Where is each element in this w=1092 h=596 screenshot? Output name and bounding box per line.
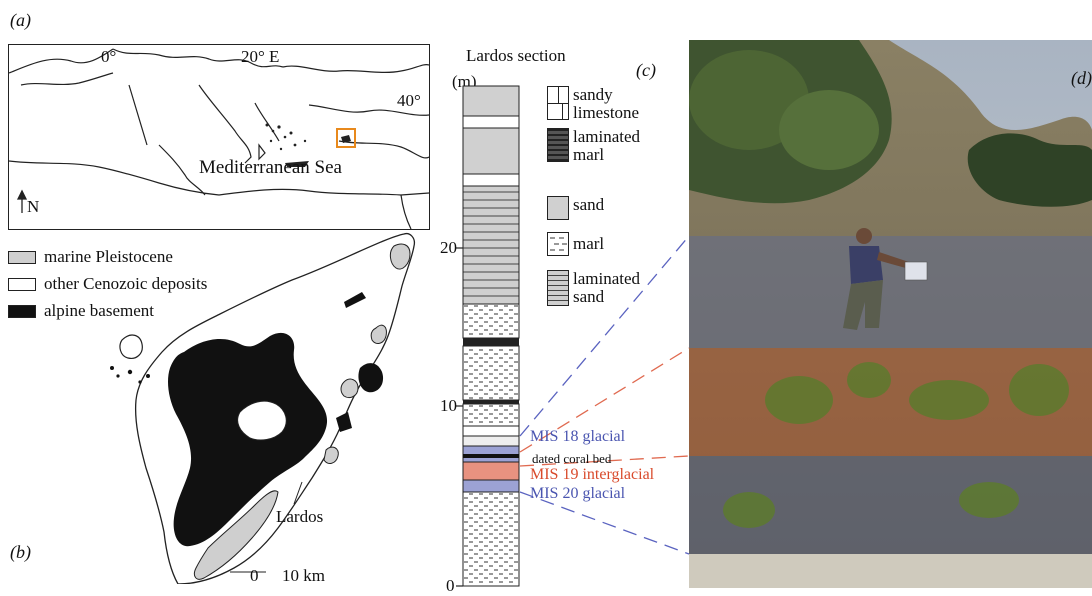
lithology-label: sandy: [573, 85, 613, 104]
column-body: [462, 85, 520, 587]
depth-tick-20: 20: [440, 238, 457, 257]
section-title: Lardos section: [466, 46, 566, 65]
lithology-label: sand: [573, 195, 605, 214]
lithology-swatch: [547, 196, 569, 220]
lithology-label: laminated: [573, 127, 641, 146]
lithology-swatch: [547, 232, 569, 256]
depth-tick-10: 10: [440, 396, 457, 415]
lithology-label: marl: [573, 145, 605, 164]
panel-label-b: (b): [10, 542, 31, 562]
mediterranean-coastline: [9, 48, 429, 229]
mis18-label: MIS 18 glacial: [530, 428, 626, 445]
lon-0-label: 0°: [101, 47, 117, 66]
scale-ten-km-label: 10 km: [282, 566, 325, 585]
lithology-laminated-marl: laminated marl: [547, 128, 640, 164]
lon-20-label: 20° E: [241, 47, 280, 66]
legend-item-marine-pleistocene: marine Pleistocene: [8, 247, 173, 267]
north-label: N: [27, 197, 40, 216]
dated-coral-bed-label: dated coral bed: [532, 451, 612, 466]
lithology-swatch: [547, 86, 569, 120]
lat-40-label: 40°: [397, 91, 421, 110]
mis20-bottom-connector: [519, 491, 690, 555]
mediterranean-sea-label: Mediterranean Sea: [199, 157, 342, 178]
stratigraphic-column: [456, 85, 520, 587]
legend-label: alpine basement: [44, 301, 154, 320]
scale-zero-label: 0: [250, 566, 259, 585]
rhodes-geology-map: [110, 232, 416, 584]
outcrop-photo-image: [689, 40, 1092, 588]
person-figure: [843, 228, 928, 330]
lithology-marl: marl: [547, 232, 604, 256]
outcrop-photo: (d): [689, 40, 1092, 588]
lardos-map-label: Lardos: [276, 507, 324, 526]
depth-tick-0: 0: [446, 576, 455, 595]
mediterranean-map: 0° 20° E 40° Mediterranean Sea N: [8, 44, 430, 230]
legend-label: marine Pleistocene: [44, 247, 173, 266]
legend-label: other Cenozoic deposits: [44, 274, 208, 293]
legend-swatch: [8, 304, 36, 318]
legend-swatch: [8, 277, 36, 291]
panel-label-a: (a): [10, 10, 31, 30]
legend-item-alpine-basement: alpine basement: [8, 301, 154, 321]
lithology-label: laminated: [573, 269, 641, 288]
mis19-bottom-connector: [519, 455, 690, 467]
lithology-laminated-sand: laminated sand: [547, 270, 640, 306]
panel-label-d: (d): [1071, 68, 1092, 88]
lithology-swatch: [547, 128, 569, 162]
legend-item-other-cenozoic: other Cenozoic deposits: [8, 274, 207, 294]
correlation-lines: [519, 235, 690, 555]
lithology-swatch: [547, 270, 569, 306]
legend-swatch: [8, 250, 36, 264]
panel-label-c: (c): [636, 60, 656, 80]
mis20-label: MIS 20 glacial: [530, 485, 626, 502]
mis19-top-connector: [519, 347, 690, 453]
lithology-label: marl: [573, 234, 605, 253]
lithology-sandy-limestone: sandy limestone: [547, 86, 639, 122]
lithology-label: limestone: [573, 103, 640, 122]
lithology-sand: sand: [547, 196, 604, 220]
mis18-top-connector: [519, 235, 690, 437]
lithology-label: sand: [573, 287, 605, 306]
study-area-box: [336, 128, 356, 148]
mis19-label: MIS 19 interglacial: [530, 466, 655, 483]
